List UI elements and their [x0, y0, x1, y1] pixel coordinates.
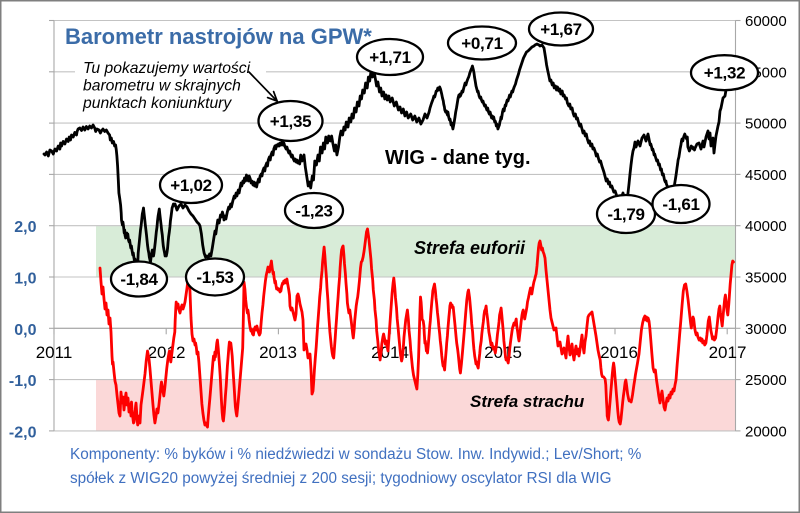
svg-text:0,0: 0,0	[14, 322, 36, 339]
svg-text:2012: 2012	[148, 343, 186, 362]
svg-text:+1,02: +1,02	[170, 176, 212, 195]
svg-text:20000: 20000	[745, 423, 787, 440]
svg-text:WIG - dane tyg.: WIG - dane tyg.	[385, 147, 531, 169]
svg-text:2017: 2017	[709, 343, 747, 362]
svg-text:-1,0: -1,0	[9, 373, 37, 390]
svg-text:45000: 45000	[745, 167, 787, 184]
svg-text:+0,71: +0,71	[461, 34, 503, 53]
svg-text:35000: 35000	[745, 270, 787, 287]
svg-text:-2,0: -2,0	[9, 424, 37, 441]
svg-text:Komponenty: % byków i % niedźw: Komponenty: % byków i % niedźwiedzi w so…	[70, 446, 642, 463]
svg-text:Tu pokazujemy wartości: Tu pokazujemy wartości	[83, 60, 251, 77]
svg-text:barometru w skrajnych: barometru w skrajnych	[83, 78, 241, 95]
svg-text:punktach koniunktury: punktach koniunktury	[82, 95, 232, 112]
svg-text:+1,35: +1,35	[270, 112, 312, 131]
svg-text:-1,61: -1,61	[662, 195, 699, 214]
svg-text:-1,79: -1,79	[607, 205, 644, 224]
svg-text:60000: 60000	[745, 13, 787, 30]
svg-text:+1,71: +1,71	[369, 48, 411, 67]
svg-text:spółek z WIG20 powyżej średnie: spółek z WIG20 powyżej średniej z 200 se…	[70, 470, 612, 487]
svg-text:40000: 40000	[745, 218, 787, 235]
svg-text:+1,32: +1,32	[704, 64, 746, 83]
svg-text:2011: 2011	[36, 343, 73, 362]
svg-text:25000: 25000	[745, 372, 787, 389]
svg-text:+1,67: +1,67	[540, 20, 582, 39]
svg-text:2016: 2016	[600, 343, 638, 362]
svg-text:2,0: 2,0	[14, 219, 36, 236]
svg-text:Strefa strachu: Strefa strachu	[470, 392, 585, 411]
svg-text:30000: 30000	[745, 321, 787, 338]
svg-text:-1,84: -1,84	[120, 270, 158, 289]
svg-text:-1,53: -1,53	[196, 268, 233, 287]
svg-text:Strefa euforii: Strefa euforii	[414, 238, 526, 258]
svg-text:1,0: 1,0	[14, 271, 36, 288]
svg-text:50000: 50000	[745, 116, 787, 133]
svg-text:2015: 2015	[484, 343, 522, 362]
svg-text:-1,23: -1,23	[295, 202, 332, 221]
svg-text:2013: 2013	[259, 343, 297, 362]
svg-text:Barometr nastrojów na GPW*: Barometr nastrojów na GPW*	[65, 24, 372, 49]
